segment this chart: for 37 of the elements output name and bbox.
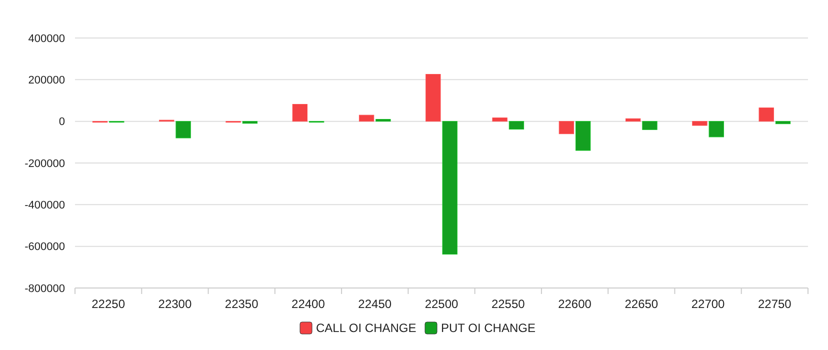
bar: [576, 121, 591, 151]
bar: [492, 118, 508, 122]
bar: [292, 104, 308, 122]
y-tick-label: 0: [58, 116, 65, 128]
legend-label: PUT OI CHANGE: [441, 321, 536, 335]
bar: [508, 121, 524, 130]
y-tick-label: -800000: [24, 282, 65, 295]
bar: [775, 121, 791, 124]
y-tick-label: -200000: [24, 158, 65, 170]
bar: [642, 121, 658, 130]
x-tick-label: 22500: [424, 297, 459, 311]
y-tick-label: -600000: [24, 241, 65, 254]
bar: [558, 121, 574, 134]
x-tick-label: 22550: [491, 297, 526, 311]
bar: [358, 114, 374, 122]
x-tick-label: 22700: [691, 297, 726, 311]
x-tick-label: 22350: [224, 297, 259, 311]
x-tick-label: 22650: [624, 297, 658, 311]
bar: [708, 121, 724, 138]
x-tick-label: 22250: [92, 297, 126, 311]
y-tick-label: 200000: [28, 74, 65, 87]
bar: [176, 121, 191, 138]
bar: [626, 118, 641, 122]
y-tick-label: 400000: [28, 32, 65, 45]
legend-label: CALL OI CHANGE: [316, 321, 416, 335]
x-tick-label: 22750: [758, 297, 792, 311]
x-tick-label: 22600: [558, 297, 592, 311]
x-tick-label: 22400: [292, 297, 326, 311]
bar: [426, 74, 441, 122]
x-tick-label: 22300: [158, 297, 192, 311]
y-tick-label: -400000: [24, 200, 65, 212]
bar: [442, 121, 458, 254]
bar: [758, 108, 774, 122]
x-tick-label: 22450: [358, 297, 392, 311]
bar: [376, 119, 391, 122]
bar: [692, 121, 708, 126]
bar: [242, 121, 258, 124]
